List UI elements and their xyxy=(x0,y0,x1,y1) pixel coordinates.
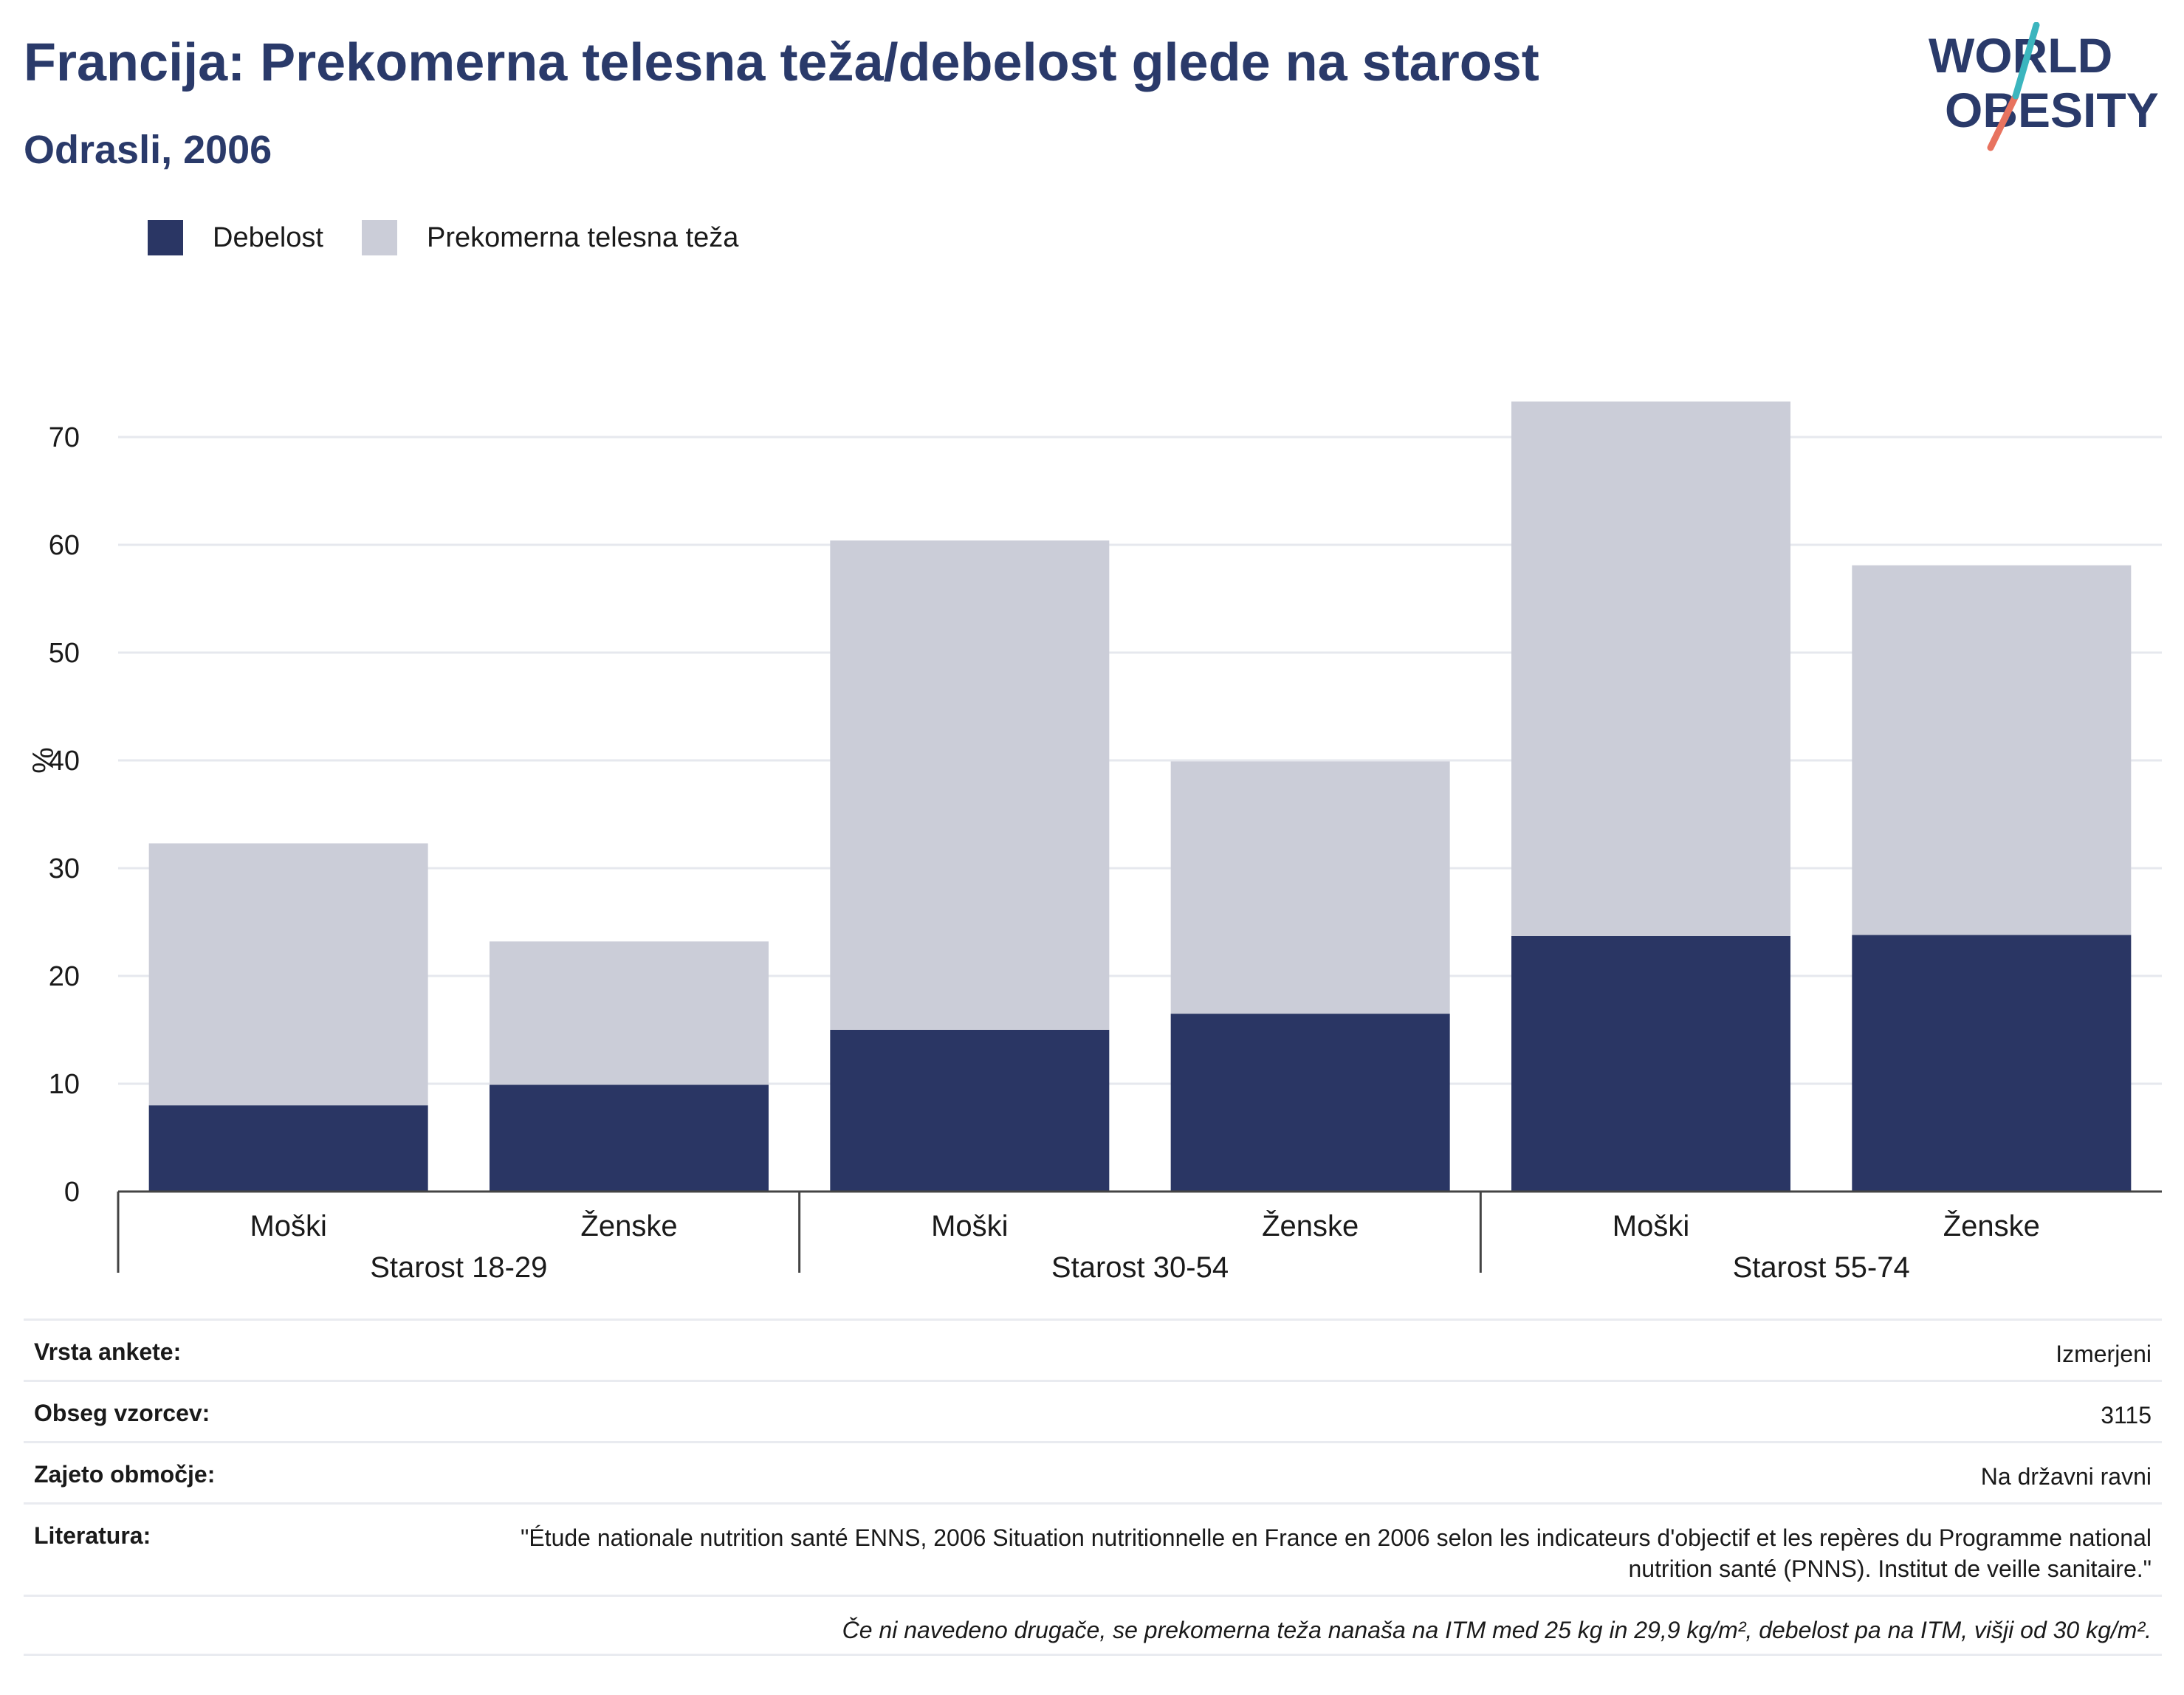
info-row-note: Če ni navedeno drugače, se prekomerna te… xyxy=(24,1595,2162,1656)
y-axis-label: % xyxy=(27,747,60,774)
sample-size-value: 3115 xyxy=(2101,1402,2152,1428)
bar-overweight xyxy=(1511,401,1790,936)
group-label: Starost 55-74 xyxy=(1733,1251,1910,1284)
survey-type-value: Izmerjeni xyxy=(2056,1341,2152,1367)
y-tick-label: 30 xyxy=(49,853,80,884)
x-tick-label: Moški xyxy=(1613,1210,1689,1242)
y-tick-label: 40 xyxy=(49,746,80,777)
bar-overweight xyxy=(490,941,769,1085)
literature-value: "Étude nationale nutrition santé ENNS, 2… xyxy=(520,1524,2152,1582)
stacked-bar-chart: 0 10 20 30 40 50 60 70% Moški Ženske Moški Ženske Mo… xyxy=(27,401,2162,1284)
definition-note: Če ni navedeno drugače, se prekomerna te… xyxy=(842,1617,2152,1643)
logo-line2: OBESITY xyxy=(1945,83,2159,137)
bar-obesity xyxy=(1170,1014,1450,1192)
info-table: Vrsta ankete: Izmerjeni Obseg vzorcev: 3… xyxy=(24,1318,2162,1656)
survey-type-label: Vrsta ankete: xyxy=(34,1338,182,1365)
area-value: Na državni ravni xyxy=(1980,1463,2152,1490)
bar-overweight xyxy=(830,540,1110,1030)
y-tick-label: 20 xyxy=(49,961,80,992)
info-row-survey-type: Vrsta ankete: Izmerjeni xyxy=(24,1318,2162,1380)
x-tick-label: Moški xyxy=(250,1210,326,1242)
group-label: Starost 30-54 xyxy=(1051,1251,1229,1284)
bar-overweight xyxy=(1170,761,1450,1014)
legend-swatch-obesity xyxy=(148,220,183,255)
bar-obesity xyxy=(148,1105,428,1192)
bar-overweight xyxy=(1852,565,2132,935)
legend-item-overweight: Prekomerna telesna teža xyxy=(361,220,739,255)
x-tick-label: Ženske xyxy=(1262,1209,1359,1242)
legend-swatch-overweight xyxy=(361,220,397,255)
legend-item-obesity: Debelost xyxy=(148,220,323,255)
info-row-sample-size: Obseg vzorcev: 3115 xyxy=(24,1380,2162,1441)
group-label: Starost 18-29 xyxy=(370,1251,547,1284)
y-tick-label: 10 xyxy=(49,1069,80,1100)
y-tick-label: 0 xyxy=(64,1177,80,1208)
info-row-area: Zajeto območje: Na državni ravni xyxy=(24,1441,2162,1502)
area-label: Zajeto območje: xyxy=(34,1461,216,1488)
sample-size-label: Obseg vzorcev: xyxy=(34,1400,210,1426)
info-row-literature: Literatura: "Étude nationale nutrition s… xyxy=(24,1502,2162,1595)
x-tick-label: Ženske xyxy=(1943,1209,2040,1242)
y-tick-label: 50 xyxy=(49,638,80,669)
bar-obesity xyxy=(490,1084,769,1192)
bar-overweight xyxy=(148,843,428,1106)
world-obesity-logo: WORLD OBESITY xyxy=(1929,22,2159,151)
y-tick-label: 60 xyxy=(49,530,80,561)
chart-title: Francija: Prekomerna telesna teža/debelo… xyxy=(24,33,1539,92)
chart-subtitle: Odrasli, 2006 xyxy=(24,128,272,172)
x-tick-label: Moški xyxy=(931,1210,1008,1242)
bar-obesity xyxy=(1852,935,2132,1192)
x-tick-label: Ženske xyxy=(580,1209,677,1242)
bar-obesity xyxy=(830,1030,1110,1192)
chart-legend: Debelost Prekomerna telesna teža xyxy=(148,220,777,255)
bar-obesity xyxy=(1511,935,1790,1192)
legend-label-obesity: Debelost xyxy=(213,221,323,253)
literature-label: Literatura: xyxy=(34,1522,151,1549)
y-tick-label: 70 xyxy=(49,422,80,453)
legend-label-overweight: Prekomerna telesna teža xyxy=(426,221,739,253)
